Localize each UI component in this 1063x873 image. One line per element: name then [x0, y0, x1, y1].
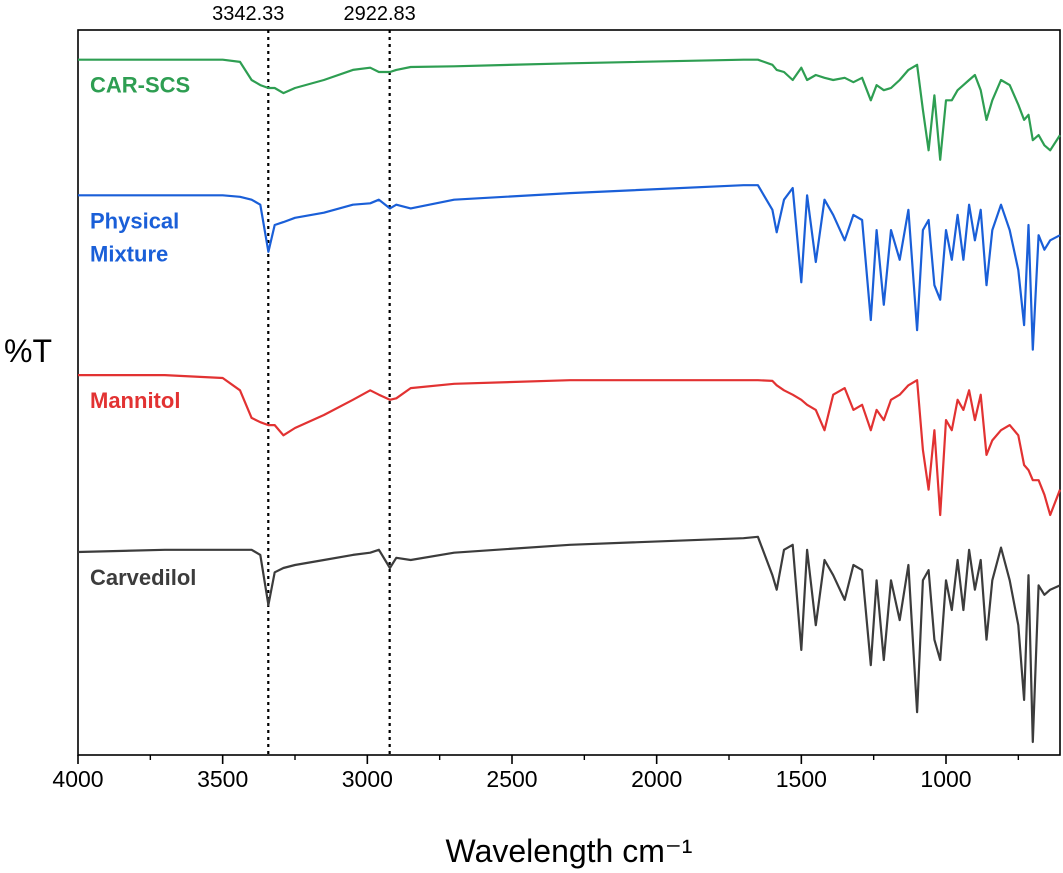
spectrum-line	[77, 535, 1061, 744]
x-axis-label: Wavelength cm⁻¹	[446, 833, 693, 869]
plot-frame	[77, 29, 1061, 756]
x-tick-label: 3000	[342, 766, 393, 792]
y-axis-label: %T	[4, 333, 52, 369]
spectrum-line	[78, 374, 1062, 517]
x-tick-label: 1000	[920, 766, 971, 792]
series-label: Physical Mixture	[90, 208, 179, 266]
series-label: Carvedilol	[90, 565, 196, 590]
x-tick-label: 2000	[631, 766, 682, 792]
series-label: CAR-SCS	[90, 73, 190, 98]
x-tick-label: 1500	[776, 766, 827, 792]
series-label: Mannitol	[90, 388, 180, 413]
spectrum-line	[78, 184, 1061, 351]
reference-label: 2922.83	[344, 3, 416, 25]
spectrum-line	[78, 58, 1061, 161]
x-tick-label: 3500	[197, 766, 248, 792]
x-tick-label: 4000	[52, 766, 103, 792]
x-tick-label: 2500	[486, 766, 537, 792]
reference-label: 3342.33	[212, 3, 284, 25]
